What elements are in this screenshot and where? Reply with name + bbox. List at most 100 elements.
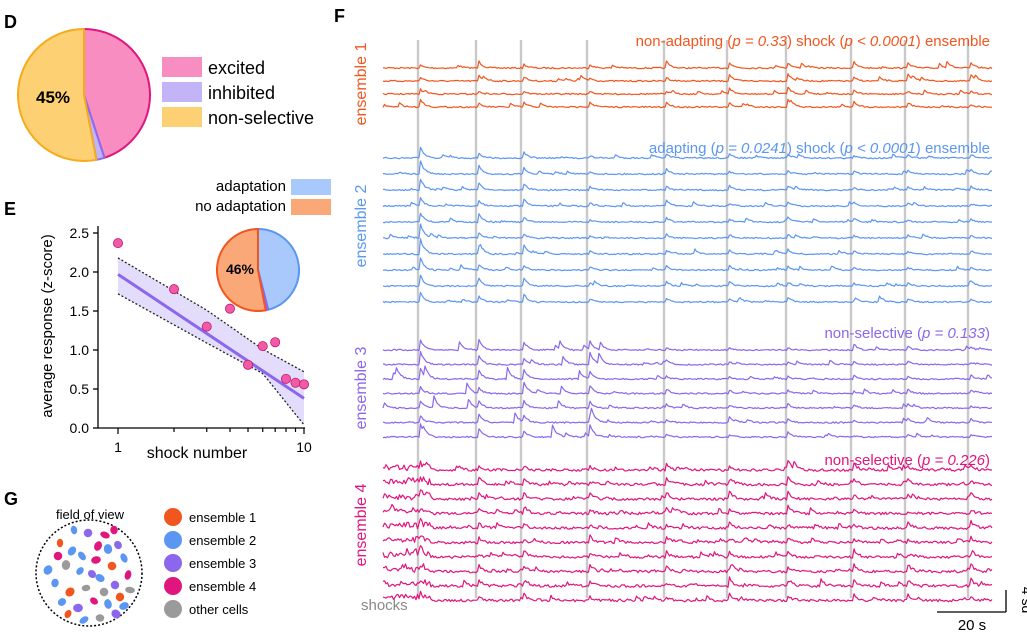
legend-label-ensemble-3: ensemble 3: [189, 556, 256, 571]
scalebar-x-label: 20 s: [958, 617, 986, 634]
y-tick-label-1-5: 1.5: [70, 303, 90, 319]
trace-ensemble-2-10: [382, 291, 993, 304]
data-point-2: [168, 284, 179, 295]
legend-swatch-non-selective: [162, 107, 202, 127]
annotation-1-part-3: ) ensemble: [916, 33, 990, 50]
cell-36: [43, 565, 53, 575]
legend-dot-ensemble-2: [164, 531, 182, 549]
regression-line: [117, 273, 305, 400]
cell-16: [124, 570, 132, 580]
cell-2: [67, 546, 77, 556]
ensemble-2-label: ensemble 2: [353, 185, 370, 268]
cell-5: [114, 540, 122, 550]
shocks-label: shocks: [361, 597, 408, 614]
legend-label-adaptation: adaptation: [216, 178, 286, 195]
scalebar-y-label: 4 sd: [1019, 587, 1027, 613]
annotation-3-part-2: ): [985, 325, 990, 342]
trace-ensemble-2-6: [383, 223, 993, 240]
confidence-lower-line: [117, 293, 305, 426]
annotation-1-shock-p-value: p < 0.0001: [843, 33, 915, 50]
trace-ensemble-4-5: [382, 517, 993, 530]
confidence-band: [118, 258, 304, 425]
panel-letter-g: G: [4, 489, 18, 509]
legend-swatch-excited: [162, 57, 202, 77]
panel-g-legend: ensemble 1 ensemble 2 ensemble 3 ensembl…: [164, 508, 256, 618]
ensemble-4-label: ensemble 4: [353, 484, 370, 567]
trace-ensemble-4-6: [382, 534, 993, 545]
annotation-4-part-2: ): [985, 452, 990, 469]
annotation-1-part-1: non-adapting (: [636, 33, 733, 50]
ensemble-1-label: ensemble 1: [353, 43, 370, 126]
y-tick-label-2-5: 2.5: [70, 225, 90, 241]
cell-12: [65, 587, 75, 597]
pie-d-slice-excited: [83, 28, 151, 159]
field-of-view-circle: [35, 519, 143, 627]
cell-4: [100, 531, 110, 539]
cell-22: [79, 616, 89, 624]
trace-ensemble-2-9: [382, 274, 993, 288]
cell-13: [81, 584, 91, 592]
data-point-6: [257, 341, 268, 352]
inset-pie-adaptation: [216, 228, 300, 312]
cell-21: [115, 592, 125, 602]
annotation-2-part-2: ) shock (: [787, 140, 845, 157]
trace-ensemble-4-10: [382, 590, 993, 603]
legend-label-other-cells: other cells: [189, 602, 249, 617]
x-axis-label: shock number: [147, 445, 248, 462]
annotation-2-shock-p-value: p < 0.0001: [843, 140, 915, 157]
legend-dot-ensemble-3: [164, 554, 182, 572]
ensemble-2-annotation: adapting (p = 0.0241) shock (p < 0.0001)…: [649, 140, 990, 157]
panel-d-pie-chart: 45%: [17, 28, 151, 162]
trace-ensemble-4-9: [382, 576, 993, 588]
annotation-2-part-3: ) ensemble: [916, 140, 990, 157]
y-tick-label-1-0: 1.0: [70, 342, 90, 358]
cell-19: [90, 597, 98, 605]
annotation-4-part-1: non-selective (: [824, 452, 922, 469]
trace-ensemble-4-8: [383, 563, 993, 574]
cell-6: [61, 560, 71, 570]
y-tick-label-2-0: 2.0: [70, 264, 90, 280]
data-point-1: [113, 238, 124, 249]
trace-ensemble-1-4: [382, 98, 993, 109]
legend-swatch-inhibited: [162, 82, 202, 102]
cell-8: [91, 556, 101, 564]
trace-ensemble-1-1: [383, 60, 993, 70]
panel-f-traces: ensemble 1 ensemble 2 ensemble 3 ensembl…: [353, 33, 1027, 634]
pie-d-slice-non-selective: [17, 28, 98, 162]
data-point-9: [290, 377, 301, 388]
annotation-3-p-value: p = 0.133: [921, 325, 986, 342]
data-point-7: [270, 337, 281, 348]
cell-18: [73, 603, 83, 613]
legend-swatch-no-adaptation: [291, 199, 331, 215]
trace-ensemble-2-8: [382, 257, 993, 272]
trace-ensemble-4-2: [382, 476, 993, 487]
trace-ensemble-4-4: [382, 503, 993, 516]
inset-pie-slice-no-adaptation: [216, 228, 267, 312]
legend-label-ensemble-1: ensemble 1: [189, 510, 256, 525]
shock-markers: [416, 40, 970, 598]
cell-32: [119, 602, 129, 610]
legend-dot-ensemble-4: [164, 577, 182, 595]
annotation-2-part-1: adapting (: [649, 140, 716, 157]
inset-pie-center-label: 46%: [226, 261, 255, 277]
ensemble-1-annotation: non-adapting (p = 0.33) shock (p < 0.000…: [636, 33, 990, 50]
annotation-1-part-2: ) shock (: [787, 33, 845, 50]
annotation-4-p-value: p = 0.226: [921, 452, 986, 469]
confidence-upper-line: [117, 257, 305, 373]
trace-ensemble-4-7: [382, 545, 993, 559]
panel-d-legend: excited inhibited non-selective: [162, 57, 314, 128]
cell-28: [125, 586, 135, 594]
legend-dot-ensemble-1: [164, 508, 182, 526]
legend-label-no-adaptation: no adaptation: [195, 198, 286, 215]
calcium-traces: [382, 60, 993, 603]
trace-ensemble-3-5: [382, 395, 993, 410]
cell-3: [83, 528, 93, 538]
trace-ensemble-1-2: [382, 73, 993, 83]
trace-ensemble-2-2: [383, 160, 992, 176]
legend-dot-other-cells: [164, 600, 182, 618]
y-axis-label: average response (z-score): [39, 234, 56, 417]
x-tick-label-1: 1: [114, 439, 122, 455]
trace-ensemble-2-1: [382, 146, 993, 160]
x-tick-label-10: 10: [296, 439, 312, 455]
